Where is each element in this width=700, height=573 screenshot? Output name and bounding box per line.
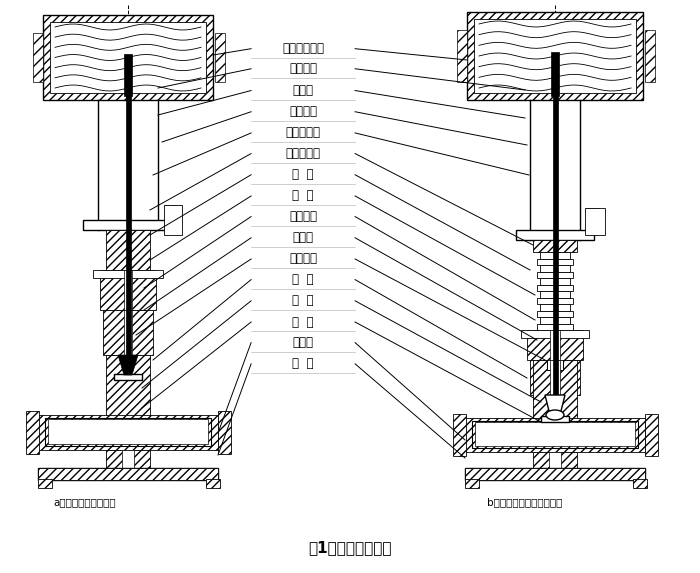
Bar [537,259,573,265]
Bar [541,416,569,422]
Bar [550,330,560,360]
Bar [475,422,635,446]
Bar [33,33,43,82]
Bar [206,479,220,488]
Bar [106,355,150,420]
Bar [122,450,134,470]
Text: 阀  体: 阀 体 [293,358,314,370]
Bar [472,421,638,448]
Bar [533,240,577,252]
Bar [467,12,643,100]
Bar [547,330,563,370]
Bar [540,304,570,311]
Bar [218,411,231,454]
Bar [93,270,163,278]
Bar [537,311,573,317]
Bar [537,285,573,291]
Bar [50,22,206,93]
Text: 四氟套管: 四氟套管 [289,253,317,265]
Text: 六角螺母: 六角螺母 [289,62,317,75]
Text: 衬里层: 衬里层 [293,336,314,349]
Bar [551,52,559,96]
Bar [453,414,466,456]
Bar [537,272,573,278]
Bar [533,452,577,468]
Bar [533,360,577,425]
Text: 指针盘: 指针盘 [293,84,314,97]
Bar [164,205,182,235]
Text: 行程标尺: 行程标尺 [289,105,317,118]
Text: 波纹管上盖: 波纹管上盖 [286,147,321,160]
Bar [124,54,132,96]
Bar [465,418,645,452]
Bar [48,419,208,444]
Bar [38,479,52,488]
Bar [38,415,218,450]
Bar [457,30,467,82]
Bar [465,468,645,480]
Bar [552,56,557,405]
Bar [114,374,142,380]
Bar [530,360,580,395]
Bar [26,411,39,454]
Bar [38,468,218,480]
Bar [124,310,132,355]
Bar [645,30,655,82]
Bar [103,310,153,355]
Bar [106,230,150,270]
Bar [527,330,583,360]
Bar [465,479,479,488]
Bar [83,220,173,230]
Bar [549,452,561,468]
Text: 填  料: 填 料 [293,190,314,202]
Bar [645,414,658,456]
Bar [550,360,560,395]
Bar [521,330,589,338]
Text: 螺丝螺母: 螺丝螺母 [289,210,317,223]
Polygon shape [545,395,565,415]
Bar [516,230,594,240]
Ellipse shape [546,410,564,420]
Bar [537,298,573,304]
Bar [633,479,647,488]
Bar [38,468,218,480]
Text: 图1、调节阀结构图: 图1、调节阀结构图 [308,540,392,555]
Bar [100,270,156,310]
Bar [540,265,570,272]
Text: 波纹管: 波纹管 [293,231,314,244]
Bar [45,418,211,446]
Bar [106,450,150,470]
Text: 气动执行机构: 气动执行机构 [282,42,324,55]
Text: 阀  芯: 阀 芯 [293,295,314,307]
Bar [585,208,605,235]
Bar [540,317,570,324]
Bar [215,33,225,82]
Bar [540,252,570,259]
Text: b、波纹管密封气动调节阀: b、波纹管密封气动调节阀 [487,497,563,507]
Bar [124,270,132,310]
Text: 阀  座: 阀 座 [293,316,314,328]
Bar [465,468,645,480]
Text: 上  盖: 上 盖 [293,273,314,286]
Bar [43,15,213,100]
Polygon shape [118,355,138,375]
Text: 压  盖: 压 盖 [293,168,314,181]
Bar [540,278,570,285]
Bar [125,58,130,355]
Bar [474,19,636,93]
Text: 执行器支架: 执行器支架 [286,127,321,139]
Bar [537,324,573,330]
Bar [540,291,570,298]
Text: a、普通型气动调节阀: a、普通型气动调节阀 [54,497,116,507]
